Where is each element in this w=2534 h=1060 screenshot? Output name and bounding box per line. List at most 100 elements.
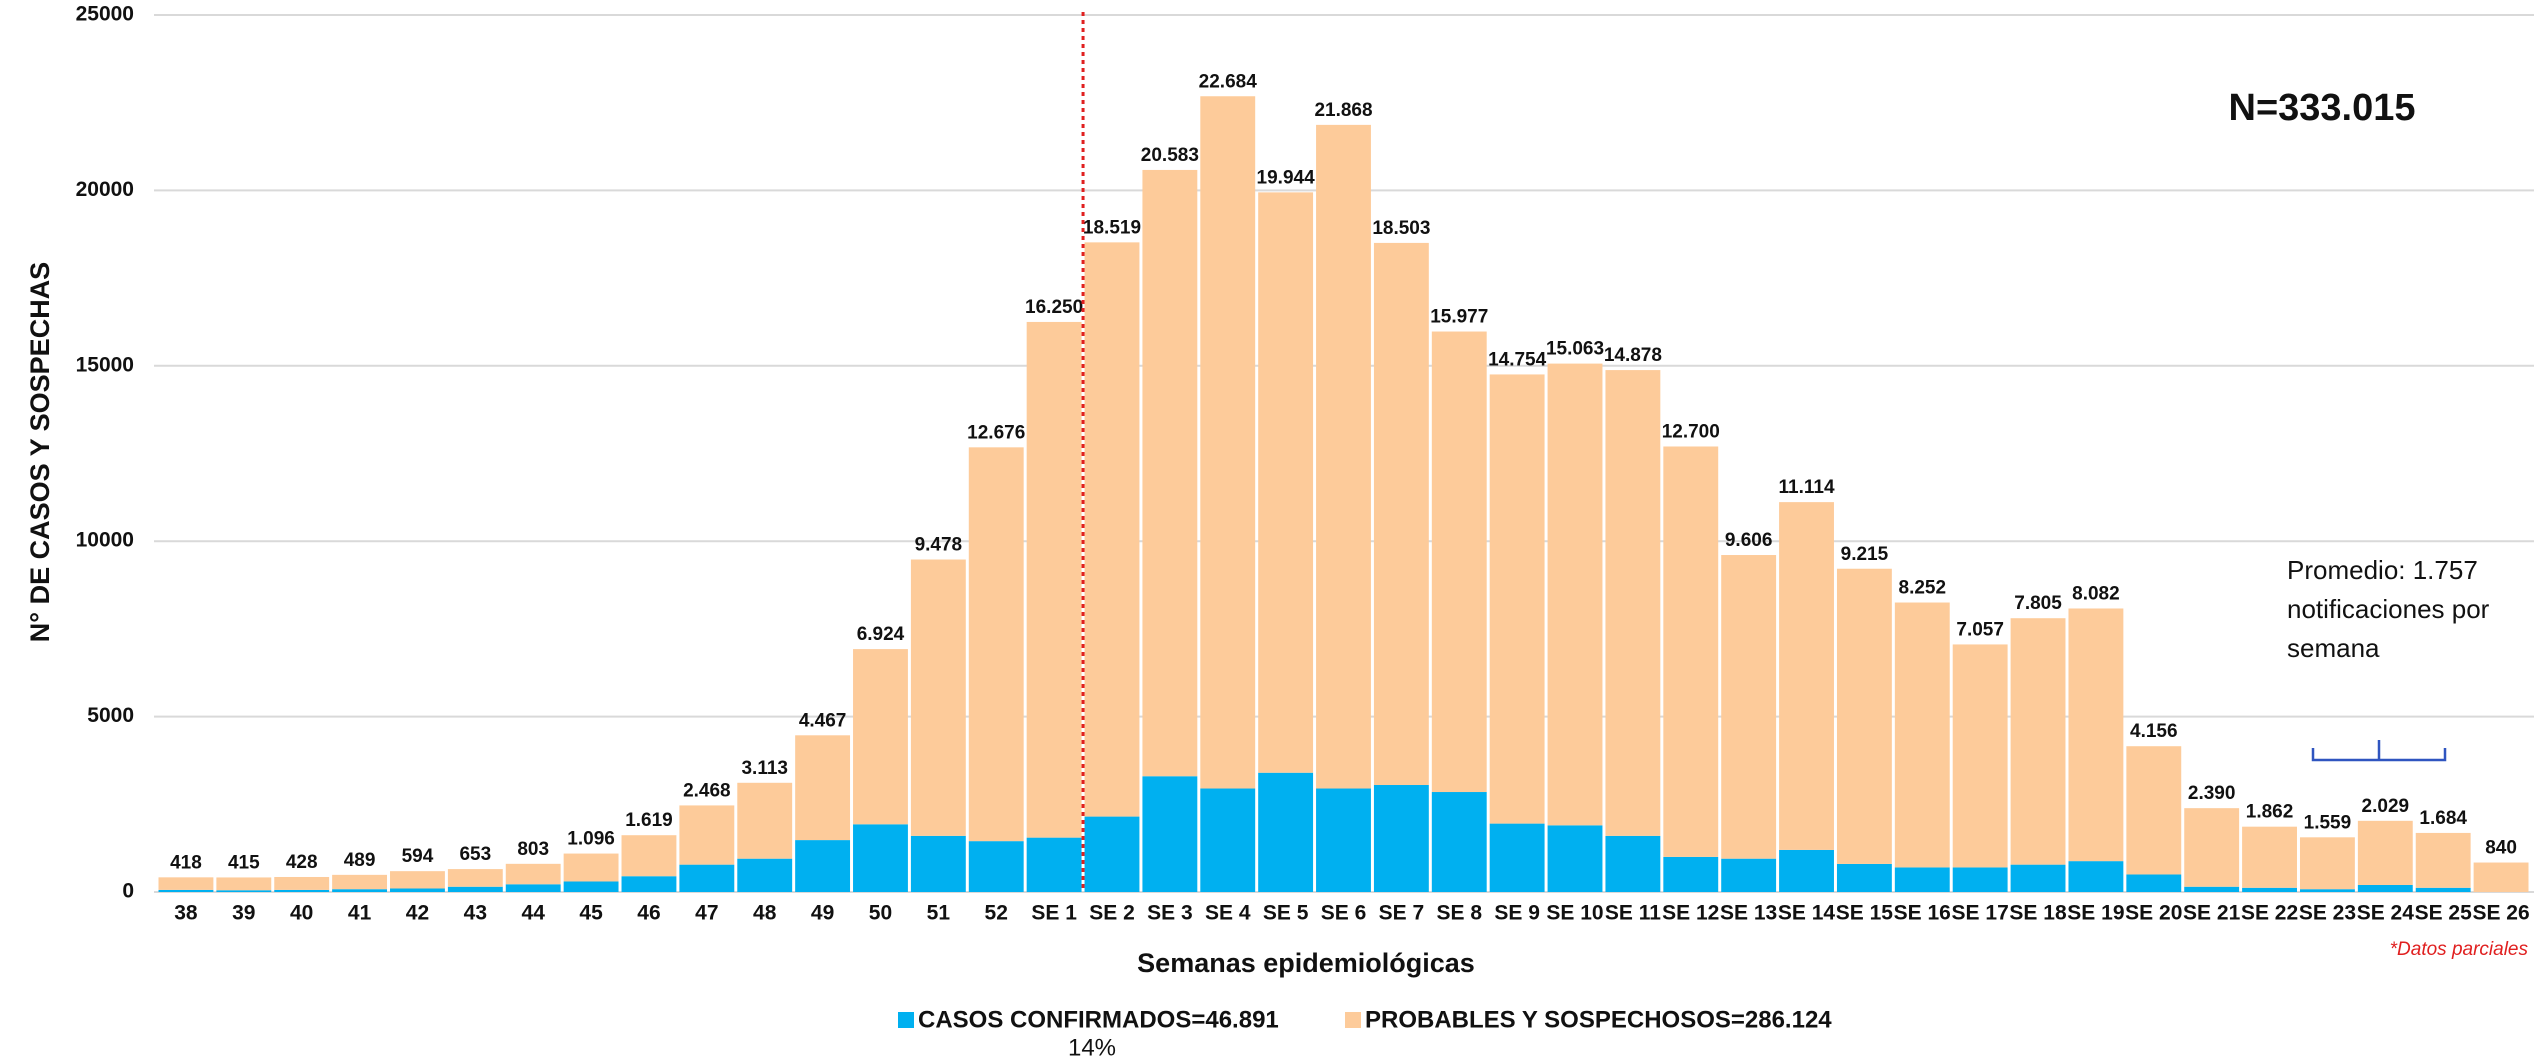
x-tick-label: SE 24 <box>2357 902 2415 925</box>
bar-segment <box>679 864 735 892</box>
bar-segment <box>390 888 445 892</box>
bar-segment <box>621 876 677 892</box>
total-label: 594 <box>402 846 434 867</box>
bar-segment <box>2184 808 2240 887</box>
bar-segment <box>2242 826 2297 888</box>
x-tick-label: 38 <box>174 902 198 925</box>
total-label: 12.700 <box>1662 421 1720 442</box>
bar-segment <box>2010 618 2066 865</box>
x-tick-label: SE 16 <box>1894 902 1951 925</box>
total-label: 9.215 <box>1841 544 1889 565</box>
average-annotation: Promedio: 1.757 <box>2287 555 2478 585</box>
bar-segment <box>1258 192 1314 773</box>
bar-segment <box>2010 864 2066 892</box>
x-tick-label: 43 <box>464 902 487 925</box>
x-tick-label: 51 <box>927 902 951 925</box>
y-tick-label: 15000 <box>76 353 134 376</box>
bar-segment <box>1026 321 1082 838</box>
bar-segment <box>2126 746 2182 875</box>
bar-segment <box>2184 886 2240 892</box>
total-label: 3.113 <box>741 758 788 779</box>
bar-segment <box>390 871 445 889</box>
x-tick-label: SE 19 <box>2067 902 2124 925</box>
x-tick-label: SE 5 <box>1263 902 1309 925</box>
x-tick-label: SE 13 <box>1720 902 1777 925</box>
bar-segment <box>2357 884 2413 892</box>
x-tick-label: SE 25 <box>2415 902 2473 925</box>
bar-segment <box>1779 849 1834 892</box>
percent-note: 14% <box>1068 1034 1116 1060</box>
x-tick-label: SE 9 <box>1494 902 1540 925</box>
bar-segment <box>2357 820 2413 885</box>
total-label: 18.519 <box>1083 217 1141 238</box>
bar-segment <box>2415 887 2471 892</box>
bar-segment <box>563 853 619 882</box>
x-tick-label: SE 17 <box>1952 902 2009 925</box>
bar-segment <box>1373 785 1429 892</box>
y-tick-label: 0 <box>122 880 134 903</box>
x-tick-label: SE 26 <box>2472 902 2529 925</box>
x-tick-label: 44 <box>522 902 546 925</box>
bar-segment <box>2068 861 2124 892</box>
bar-segment <box>2473 862 2529 892</box>
total-label: 20.583 <box>1141 145 1199 166</box>
x-tick-label: 49 <box>811 902 834 925</box>
bar-segment <box>853 649 908 825</box>
total-label: 8.082 <box>2072 583 2120 604</box>
bar-segment <box>1721 858 1777 892</box>
bar-segment <box>1663 446 1719 857</box>
bar-segment <box>1952 644 2008 868</box>
x-tick-label: 42 <box>406 902 429 925</box>
bar-segment <box>447 886 503 892</box>
x-tick-label: SE 7 <box>1379 902 1425 925</box>
x-tick-label: SE 2 <box>1089 902 1135 925</box>
bar-segment <box>1779 502 1834 850</box>
bar-segment <box>1547 825 1603 892</box>
x-tick-label: SE 1 <box>1031 902 1077 925</box>
x-tick-label: 41 <box>348 902 372 925</box>
bar-segment <box>1836 568 1892 864</box>
bar-segment <box>274 876 330 890</box>
x-tick-label: SE 8 <box>1436 902 1482 925</box>
total-label: 489 <box>344 850 376 871</box>
legend-swatch <box>1345 1012 1361 1028</box>
bar-segment <box>1200 96 1256 789</box>
x-tick-label: SE 3 <box>1147 902 1193 925</box>
bar-segment <box>853 824 908 892</box>
total-label: 1.559 <box>2304 812 2352 833</box>
total-label: 803 <box>517 839 549 860</box>
bar-segment <box>274 889 330 892</box>
total-label: 14.878 <box>1604 345 1662 366</box>
total-label: 22.684 <box>1199 71 1258 92</box>
bar-segment <box>1721 555 1777 859</box>
total-label: 9.478 <box>915 535 963 556</box>
bar-segment <box>1200 788 1256 892</box>
bar-segment <box>447 869 503 887</box>
bar-segment <box>1084 242 1140 817</box>
total-label: 653 <box>459 844 491 865</box>
bar-segment <box>910 835 966 892</box>
total-label: 12.676 <box>967 422 1025 443</box>
total-annotation: N=333.015 <box>2229 87 2416 129</box>
bar-segment <box>158 889 214 892</box>
total-label: 2.468 <box>683 780 731 801</box>
bar-segment <box>1952 867 2008 892</box>
total-label: 8.252 <box>1899 578 1947 599</box>
bar-segment <box>1084 816 1140 892</box>
x-tick-label: SE 10 <box>1546 902 1603 925</box>
x-tick-label: 39 <box>232 902 255 925</box>
bar-segment <box>1894 602 1950 868</box>
total-label: 840 <box>2485 838 2517 859</box>
bar-segment <box>1836 863 1892 892</box>
x-tick-label: SE 20 <box>2125 902 2182 925</box>
x-tick-label: SE 18 <box>2009 902 2067 925</box>
bar-segment <box>910 559 966 836</box>
total-label: 6.924 <box>857 624 905 645</box>
x-tick-label: SE 6 <box>1321 902 1367 925</box>
y-axis-label: N° DE CASOS Y SOSPECHAS <box>25 262 55 642</box>
x-tick-label: 48 <box>753 902 777 925</box>
x-tick-label: 50 <box>869 902 892 925</box>
total-label: 21.868 <box>1314 100 1372 121</box>
total-label: 19.944 <box>1257 167 1316 188</box>
